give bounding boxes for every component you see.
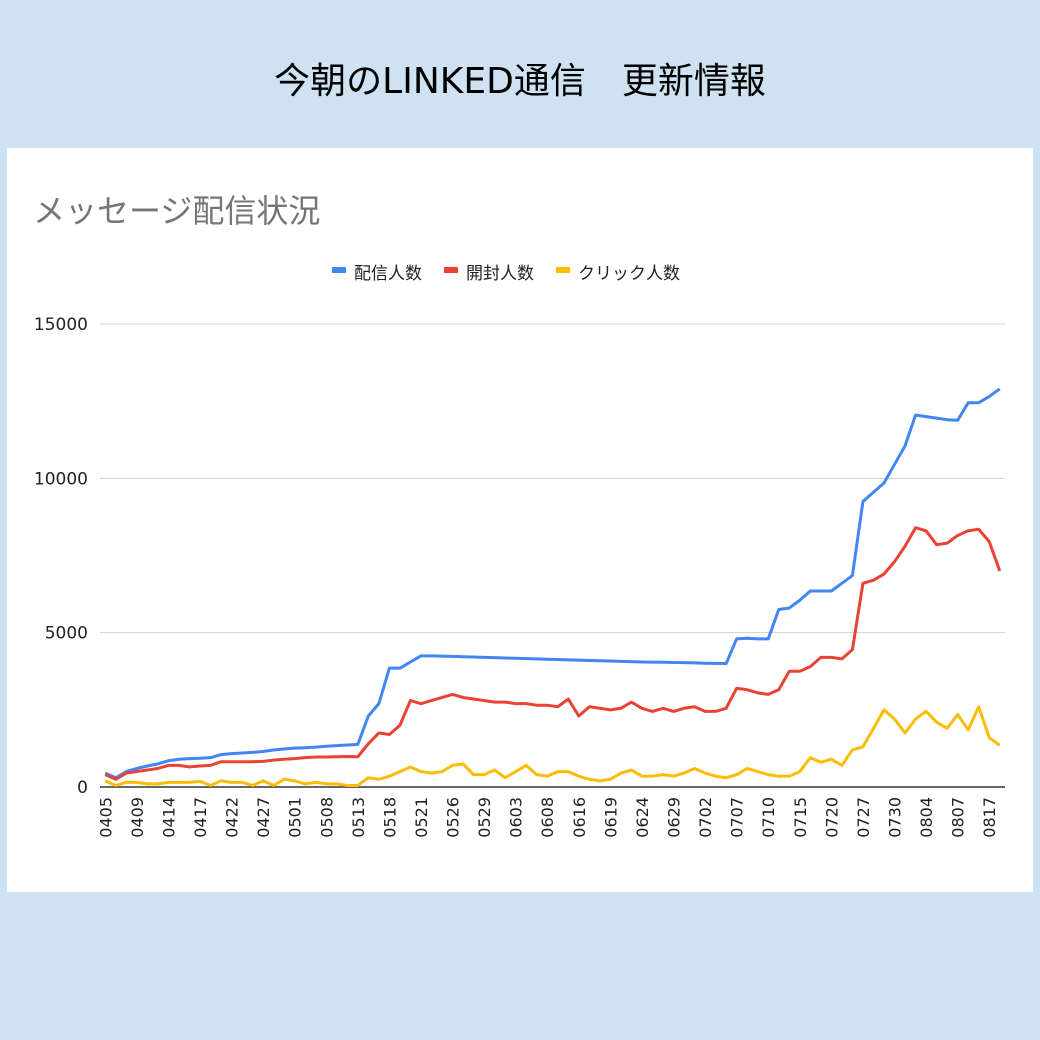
- x-tick-label: 0603: [507, 797, 526, 838]
- y-tick-label: 15000: [34, 315, 88, 335]
- x-tick-label: 0521: [412, 797, 431, 838]
- x-tick-label: 0409: [128, 797, 147, 838]
- x-tick-label: 0414: [159, 797, 178, 838]
- x-tick-label: 0619: [601, 797, 620, 838]
- x-tick-label: 0730: [886, 797, 905, 838]
- chart-panel: メッセージ配信状況 0 5000 10000 15000 0405 0409 0414 041…: [7, 148, 1033, 892]
- legend-swatch: [444, 267, 458, 273]
- series-line: [104, 387, 1001, 780]
- x-tick-label: 0417: [191, 797, 210, 838]
- legend-swatch: [556, 267, 570, 273]
- x-tick-label: 0616: [570, 797, 589, 838]
- legend-label: 開封人数: [466, 264, 534, 284]
- x-tick-label: 0513: [349, 797, 368, 838]
- chart-title: メッセージ配信状況: [33, 192, 320, 230]
- x-tick-label: 0707: [728, 797, 747, 838]
- x-tick-label: 0526: [444, 797, 463, 838]
- x-tick-label: 0427: [254, 797, 273, 838]
- x-tick-label: 0629: [665, 797, 684, 838]
- chart: メッセージ配信状況 0 5000 10000 15000 0405 0409 0414 041…: [33, 192, 1005, 838]
- series-line: [104, 705, 1001, 787]
- x-tick-label: 0608: [538, 797, 557, 838]
- y-tick-label: 0: [77, 778, 88, 798]
- y-tick-label: 5000: [45, 624, 88, 644]
- x-tick-label: 0720: [822, 797, 841, 838]
- x-tick-label: 0710: [759, 797, 778, 838]
- x-tick-label: 0501: [286, 797, 305, 838]
- x-tick-label: 0624: [633, 797, 652, 838]
- x-tick-label: 0518: [380, 797, 399, 838]
- legend-label: クリック人数: [578, 264, 680, 284]
- x-tick-label: 0529: [475, 797, 494, 838]
- x-tick-label: 0817: [980, 797, 999, 838]
- x-tick-label: 0508: [317, 797, 336, 838]
- x-tick-label: 0715: [791, 797, 810, 838]
- x-tick-label: 0405: [96, 797, 115, 838]
- series-line: [104, 526, 1002, 781]
- legend-label: 配信人数: [354, 264, 422, 284]
- header-title: 今朝のLINKED通信 更新情報: [274, 61, 766, 102]
- x-tick-label: 0807: [949, 797, 968, 838]
- x-tick-label: 0422: [223, 797, 242, 838]
- x-tick-label: 0727: [854, 797, 873, 838]
- x-tick-label: 0702: [696, 797, 715, 838]
- y-tick-label: 10000: [34, 469, 88, 489]
- x-tick-label: 0804: [917, 797, 936, 838]
- legend-swatch: [332, 267, 346, 273]
